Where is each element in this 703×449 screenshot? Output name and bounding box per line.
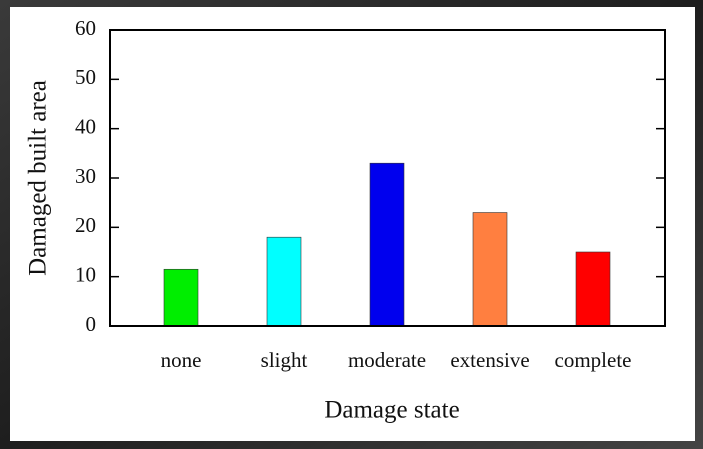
y-tick-label: 30 [75, 164, 96, 188]
x-tick-label: none [161, 348, 202, 372]
y-tick-label: 60 [75, 16, 96, 40]
bar [164, 269, 198, 326]
y-tick-label: 20 [75, 213, 96, 237]
y-tick-label: 40 [75, 114, 96, 138]
bar [473, 213, 507, 326]
x-tick-label: slight [261, 348, 308, 372]
bar [267, 237, 301, 326]
y-tick-label: 0 [86, 312, 97, 336]
chart: Damage state Damaged built area 0 10 20 30 4… [0, 0, 703, 449]
y-tick-label: 10 [75, 262, 96, 286]
x-axis-title: Damage state [324, 397, 459, 424]
bar [370, 163, 404, 326]
y-tick-label: 50 [75, 65, 96, 89]
x-tick-label: extensive [450, 348, 529, 372]
panel [10, 7, 695, 441]
x-tick-label: moderate [348, 348, 426, 372]
y-axis-title: Damaged built area [25, 80, 52, 276]
bar [576, 252, 610, 326]
x-tick-label: complete [555, 348, 632, 372]
